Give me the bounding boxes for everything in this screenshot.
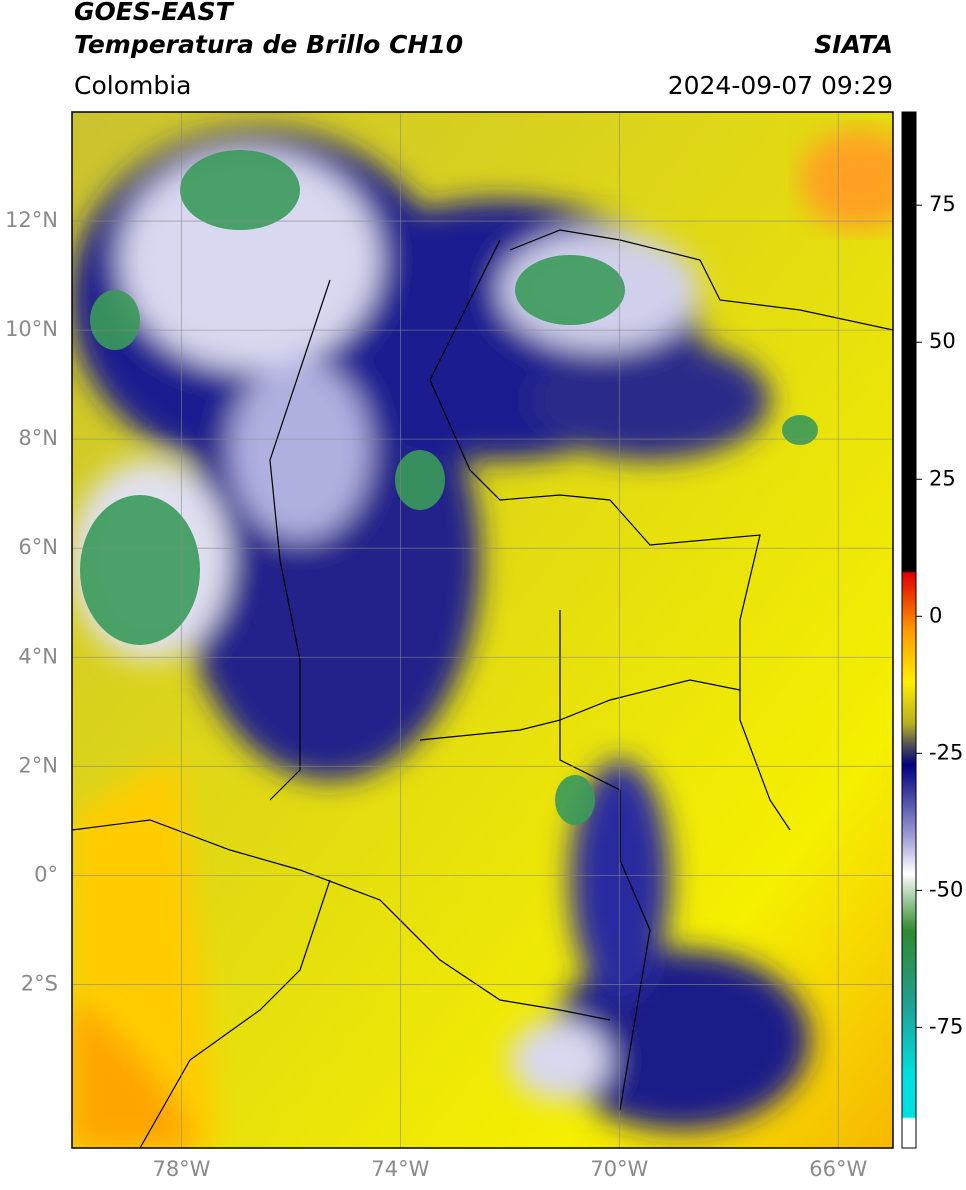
x-tick-label: 66°W: [809, 1157, 867, 1181]
colorbar-tick-label: -75: [929, 1014, 963, 1038]
y-tick-label: 2°N: [18, 753, 58, 777]
colorbar-tick-label: 75: [929, 192, 956, 216]
y-tick-label: 2°S: [21, 971, 58, 995]
y-tick-label: 4°N: [18, 644, 58, 668]
y-tick-label: 0°: [34, 862, 58, 886]
datetime: 2024-09-07 09:29: [668, 71, 893, 100]
colorbar-tick-label: 25: [929, 466, 956, 490]
map-frame: [71, 111, 894, 1149]
source: SIATA: [814, 30, 893, 59]
satellite-image: [72, 112, 893, 1148]
region: Colombia: [74, 71, 191, 100]
colorbar-tick-label: -25: [929, 740, 963, 764]
x-tick-label: 78°W: [152, 1157, 210, 1181]
colorbar-tick-label: 0: [929, 603, 942, 627]
colorbar: [901, 111, 917, 1149]
graticule: [72, 112, 893, 1148]
y-tick-label: 10°N: [5, 317, 58, 341]
colorbar-tick-label: -50: [929, 877, 963, 901]
x-tick-label: 74°W: [371, 1157, 429, 1181]
y-tick-label: 6°N: [18, 535, 58, 559]
title: GOES-EAST: [74, 0, 235, 26]
colorbar-tick-label: 50: [929, 329, 956, 353]
y-tick-label: 12°N: [5, 208, 58, 232]
x-tick-label: 70°W: [590, 1157, 648, 1181]
subtitle: Temperatura de Brillo CH10: [74, 30, 463, 59]
y-tick-label: 8°N: [18, 426, 58, 450]
